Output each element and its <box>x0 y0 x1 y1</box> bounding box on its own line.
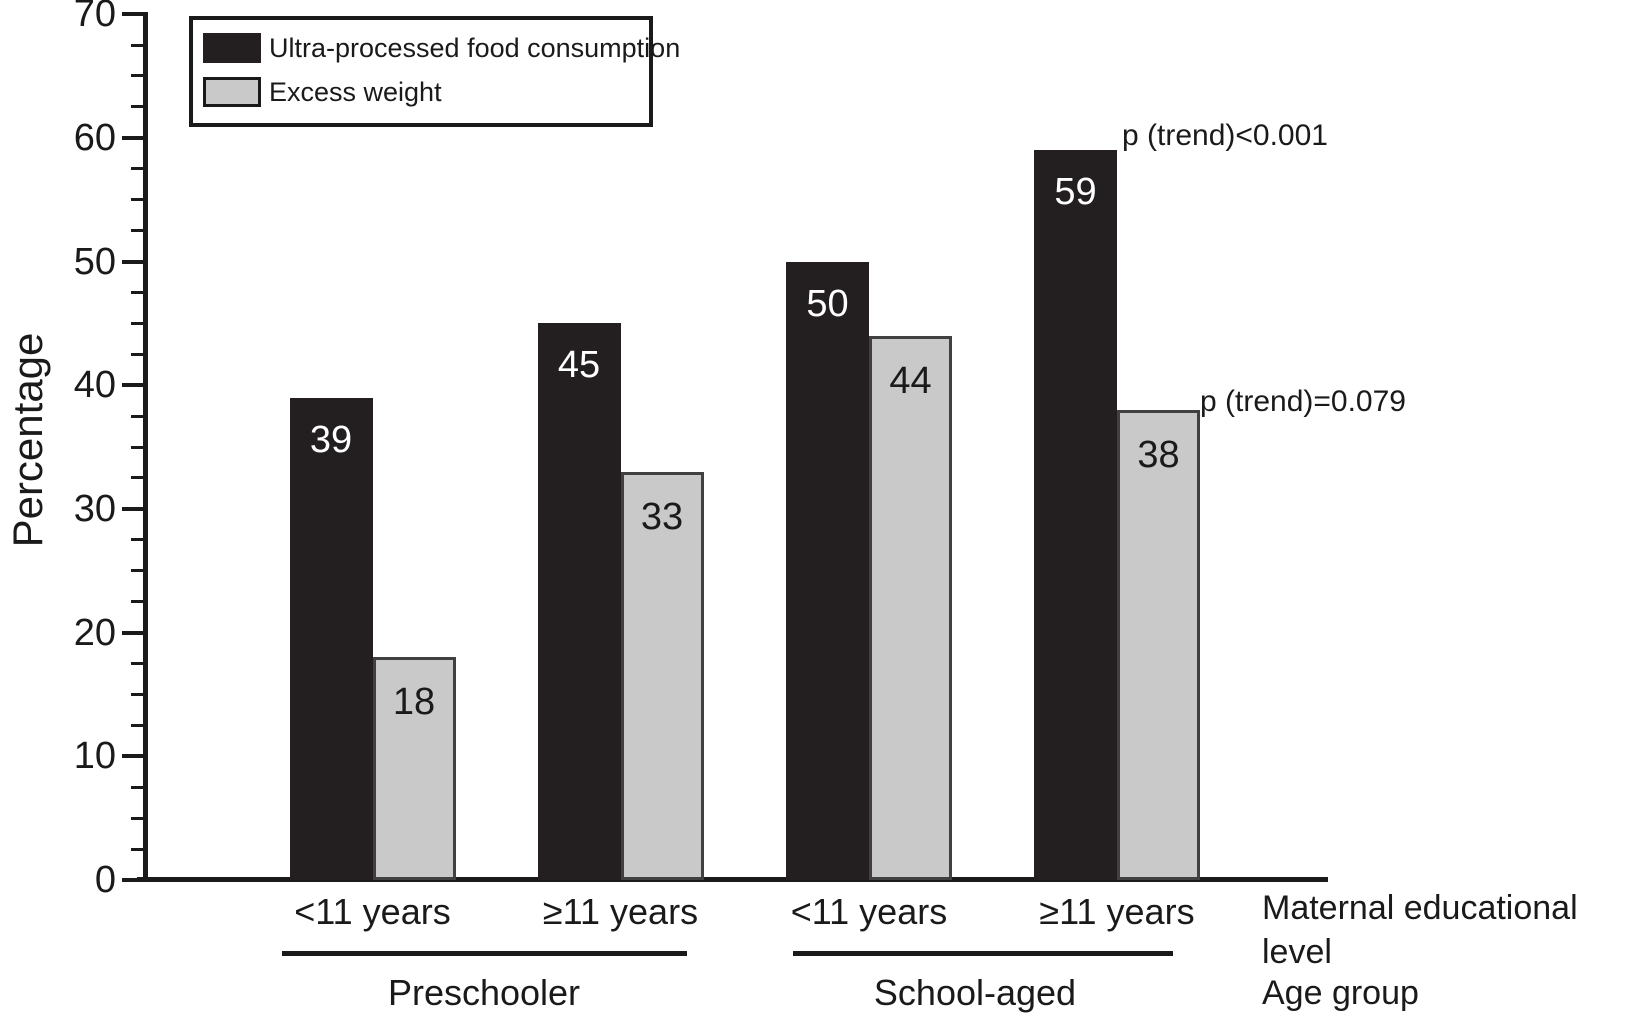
minor-tick-y-37.5 <box>131 414 145 418</box>
y-tick-label-0: 0 <box>94 859 116 901</box>
bar-value-label: 59 <box>1054 171 1097 214</box>
category-label-0: <11 years <box>294 891 451 932</box>
minor-tick-y-45 <box>131 321 145 325</box>
y-tick-label-60: 60 <box>73 116 116 159</box>
bar-value-label: 39 <box>309 418 353 461</box>
minor-tick-y-42.5 <box>131 352 145 356</box>
bar-value-label: 50 <box>806 282 849 325</box>
major-tick-y-20 <box>122 630 145 635</box>
major-tick-y-0 <box>122 878 145 882</box>
bar-ultra-processed-group-1: 45 <box>537 323 621 880</box>
minor-tick-y-67.5 <box>131 43 145 47</box>
school-aged-underline <box>793 951 1173 956</box>
minor-tick-y-22.5 <box>131 600 145 604</box>
y-tick-label-10: 10 <box>73 735 116 778</box>
legend-swatch-excess-weight <box>203 77 261 107</box>
y-tick-label-70: 70 <box>73 0 116 36</box>
minor-tick-y-57.5 <box>131 167 145 171</box>
legend: Ultra-processed food consumption Excess … <box>189 16 680 127</box>
minor-tick-y-65 <box>131 74 145 78</box>
y-axis-line <box>143 12 148 882</box>
bar-value-label: 44 <box>889 359 932 402</box>
p-trend-annotation-excess-weight: p (trend)=0.079 <box>1200 385 1406 418</box>
minor-tick-y-32.5 <box>131 476 145 480</box>
y-tick-label-50: 50 <box>73 240 116 283</box>
minor-tick-y-15 <box>131 692 145 696</box>
bar-ultra-processed-group-3: 59 <box>1034 150 1117 880</box>
minor-tick-y-7.5 <box>131 785 145 789</box>
x-axis-line <box>137 877 1328 882</box>
maternal-label-line1: Maternal educational <box>1262 889 1578 927</box>
bar-ultra-processed-group-2: 50 <box>786 261 869 880</box>
bar-excess-weight-group-2: 44 <box>869 335 952 880</box>
category-label-2: <11 years <box>790 891 948 932</box>
bar-value-label: 18 <box>392 681 436 724</box>
major-tick-y-60 <box>122 135 145 140</box>
bar-value-label: 33 <box>640 495 684 538</box>
bar-excess-weight-group-0: 18 <box>372 657 456 880</box>
major-tick-y-30 <box>122 506 145 511</box>
y-tick-label-40: 40 <box>73 364 116 407</box>
minor-tick-y-5 <box>131 816 145 820</box>
minor-tick-y-2.5 <box>131 847 145 851</box>
age-group-label-preschooler: Preschooler <box>387 972 581 1013</box>
preschooler-underline <box>282 951 687 956</box>
bar-value-label: 45 <box>557 344 601 387</box>
p-trend-annotation-ultra-processed: p (trend)<0.001 <box>1122 119 1328 152</box>
minor-tick-y-27.5 <box>131 538 145 542</box>
minor-tick-y-12.5 <box>131 723 145 727</box>
bar-excess-weight-group-3: 38 <box>1117 409 1200 880</box>
maternal-label-line2: level <box>1262 933 1332 971</box>
major-tick-y-40 <box>122 383 145 388</box>
x-axis-row-label-maternal-education: Maternal educational level <box>1262 886 1578 974</box>
y-tick-label-30: 30 <box>73 487 116 530</box>
minor-tick-y-62.5 <box>131 105 145 109</box>
category-label-1: ≥11 years <box>542 891 699 932</box>
major-tick-y-10 <box>122 754 145 759</box>
y-axis-title: Percentage <box>4 332 51 548</box>
legend-label-ultra-processed: Ultra-processed food consumption <box>269 33 681 63</box>
x-axis-row-label-age-group: Age group <box>1262 974 1419 1012</box>
age-group-label-school-aged: School-aged <box>873 972 1077 1013</box>
minor-tick-y-25 <box>131 569 145 573</box>
category-label-3: ≥11 years <box>1039 891 1195 932</box>
y-tick-label-20: 20 <box>73 611 116 654</box>
bar-value-label: 38 <box>1137 433 1180 476</box>
major-tick-y-50 <box>122 259 145 264</box>
minor-tick-y-47.5 <box>131 290 145 294</box>
minor-tick-y-52.5 <box>131 229 145 233</box>
major-tick-y-70 <box>122 12 145 17</box>
minor-tick-y-17.5 <box>131 662 145 666</box>
bar-ultra-processed-group-0: 39 <box>289 397 373 880</box>
legend-swatch-ultra-processed <box>203 33 261 63</box>
minor-tick-y-55 <box>131 198 145 202</box>
bar-excess-weight-group-1: 33 <box>620 471 704 880</box>
minor-tick-y-35 <box>131 445 145 449</box>
legend-label-excess-weight: Excess weight <box>269 77 442 107</box>
